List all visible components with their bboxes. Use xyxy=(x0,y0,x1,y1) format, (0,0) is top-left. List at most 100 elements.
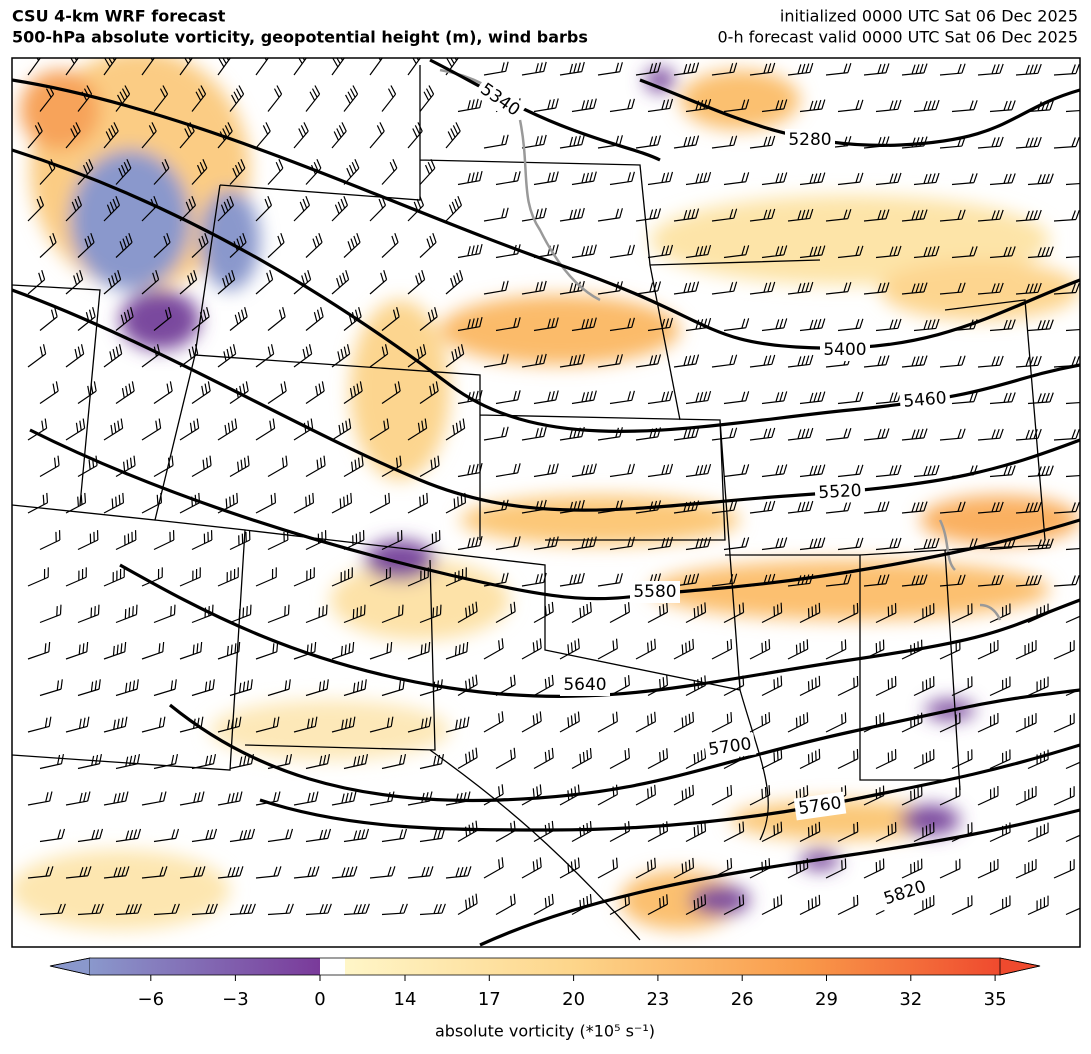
contour-line xyxy=(119,563,1080,698)
wind-barb xyxy=(39,381,59,404)
wind-barb xyxy=(723,821,745,843)
wind-barb xyxy=(445,122,461,149)
wind-barb xyxy=(825,63,852,76)
wind-barb xyxy=(1053,429,1080,441)
wind-barb xyxy=(761,99,788,113)
contour-label-bg xyxy=(473,76,527,124)
wind-barb xyxy=(255,122,271,149)
title: CSU 4-km WRF forecast xyxy=(12,7,226,26)
wind-barb xyxy=(305,232,323,258)
wind-barb xyxy=(1053,283,1080,295)
wind-barb xyxy=(495,893,516,916)
wind-barb xyxy=(229,903,256,916)
wind-barb xyxy=(217,641,241,660)
wind-barb xyxy=(977,574,1004,587)
wind-barb xyxy=(521,857,542,879)
wind-barb xyxy=(153,604,176,624)
wind-barb xyxy=(761,821,783,843)
wind-barb xyxy=(141,122,157,149)
wind-barb xyxy=(837,391,864,405)
wind-barb xyxy=(685,244,712,259)
wind-barb xyxy=(1027,676,1049,697)
wind-barb xyxy=(711,639,733,660)
wind-barb xyxy=(863,355,890,368)
colorbar-label: absolute vorticity (*10⁵ s⁻¹) xyxy=(435,1022,655,1041)
wind-barb xyxy=(457,536,483,551)
wind-barb xyxy=(647,390,674,405)
wind-barb xyxy=(293,866,320,879)
wind-barb xyxy=(179,791,205,806)
wind-barb xyxy=(65,567,87,587)
wind-barb xyxy=(229,232,247,258)
contour-line xyxy=(479,808,1080,947)
wind-barb xyxy=(369,716,394,733)
wind-barb xyxy=(115,455,136,478)
contour-line xyxy=(12,288,1080,512)
wind-barb xyxy=(1015,713,1037,733)
wind-barb xyxy=(343,679,367,697)
wind-barb xyxy=(1015,501,1042,514)
wind-barb xyxy=(445,567,467,587)
wind-barb xyxy=(381,530,403,551)
wind-barb xyxy=(39,530,61,551)
wind-barb xyxy=(103,269,122,295)
wind-barb xyxy=(305,159,322,185)
wind-barb xyxy=(685,748,707,770)
wind-barb xyxy=(837,172,864,186)
wind-barb xyxy=(179,344,199,368)
contour-label: 5460 xyxy=(903,388,948,412)
wind-barb xyxy=(331,195,349,222)
wind-barb xyxy=(191,232,209,258)
wind-barb xyxy=(331,269,350,295)
wind-barb xyxy=(837,99,864,113)
wind-barb xyxy=(27,567,49,587)
wind-barb xyxy=(141,866,168,879)
wind-barb xyxy=(635,784,656,806)
wind-barb xyxy=(457,820,478,843)
wind-barb xyxy=(533,98,559,113)
wind-barb xyxy=(647,748,669,770)
wind-barb xyxy=(533,536,559,551)
wind-barb xyxy=(445,492,467,514)
wind-barb xyxy=(837,894,859,916)
wind-barb xyxy=(267,85,283,112)
map-frame xyxy=(11,57,1081,948)
wind-barb xyxy=(533,244,559,259)
wind-barb xyxy=(673,857,695,879)
wind-barb xyxy=(685,602,707,624)
wind-barb xyxy=(445,269,464,295)
colorbar-extend-high xyxy=(999,957,1041,976)
wind-barb xyxy=(343,159,360,185)
wind-barb xyxy=(381,232,399,258)
wind-barb xyxy=(1053,210,1080,222)
wind-barb xyxy=(1065,822,1080,843)
wind-barb xyxy=(293,641,317,660)
wind-barb xyxy=(483,353,509,368)
wind-barb xyxy=(1015,859,1037,879)
wind-barb xyxy=(1015,136,1042,149)
wind-barb xyxy=(939,63,966,76)
wind-barb xyxy=(1065,392,1080,405)
colorbar-tick-label: −3 xyxy=(222,989,249,1010)
wind-barb xyxy=(799,245,826,259)
wind-barb xyxy=(115,307,134,331)
wind-barb xyxy=(825,574,852,587)
wind-barb xyxy=(457,244,483,259)
wind-barb xyxy=(229,604,252,624)
wind-barb xyxy=(571,602,592,624)
wind-barb xyxy=(749,135,776,149)
wind-barb xyxy=(901,501,928,514)
wind-barb xyxy=(445,58,460,76)
wind-barb xyxy=(191,903,218,916)
wind-barb xyxy=(989,465,1016,478)
wind-barb xyxy=(673,573,700,587)
wind-barb xyxy=(825,501,852,514)
wind-barb xyxy=(495,601,516,624)
wind-barb xyxy=(179,866,206,879)
wind-barb xyxy=(115,159,132,185)
wind-barb xyxy=(787,639,809,660)
contour-line xyxy=(168,688,1080,803)
wind-barb xyxy=(749,208,776,222)
wind-barb xyxy=(761,172,788,186)
colorbar-tick-label: 17 xyxy=(478,989,501,1010)
